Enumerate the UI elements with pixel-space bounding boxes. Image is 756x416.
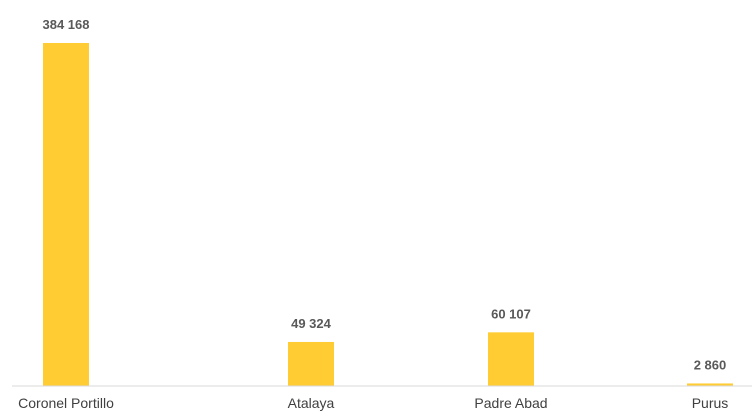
value-label-3: 2 860 [694,357,727,372]
category-label-2: Padre Abad [474,395,547,411]
category-label-0: Coronel Portillo [18,395,114,411]
value-label-1: 49 324 [291,316,332,331]
bars-group [43,43,733,386]
bar-0 [43,43,89,386]
category-labels-group: Coronel Portillo Atalaya Padre Abad Purus [18,395,728,411]
category-label-3: Purus [692,395,729,411]
bar-1 [288,341,334,386]
value-label-2: 60 107 [491,306,531,321]
value-label-0: 384 168 [43,17,90,32]
category-label-1: Atalaya [288,395,335,411]
value-labels-group: 384 168 49 324 60 107 2 860 [43,17,727,372]
bar-2 [488,332,534,386]
bar-3 [687,383,733,386]
